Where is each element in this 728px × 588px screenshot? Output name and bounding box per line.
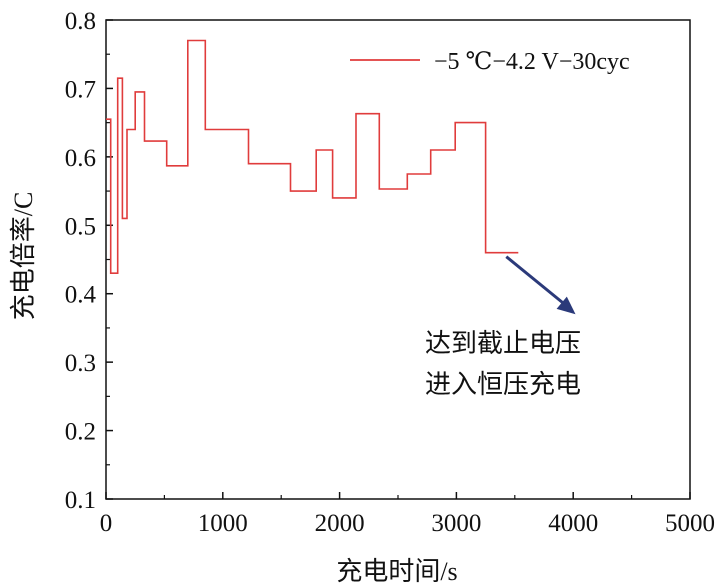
annotation-text: 进入恒压充电 [425,370,581,399]
x-tick-label: 2000 [315,510,365,537]
y-tick-label: 0.6 [65,145,96,172]
annotation-arrow-line [505,255,571,310]
axes: 0 1000 2000 3000 4000 5000 0.1 0.2 0.3 0.4 0.5 0.6 0… [65,8,715,537]
series-layer [106,39,519,274]
y-axis-title: 充电倍率/C [9,192,38,321]
x-tick-label: 4000 [548,510,598,537]
y-tick-label: 0.7 [65,76,96,103]
x-tick-label: 3000 [431,510,481,537]
x-tick-label: 0 [100,510,113,537]
series-line [106,39,519,274]
y-tick-label: 0.1 [65,487,96,514]
legend-label: −5 ℃−4.2 V−30cyc [434,49,630,75]
y-tick-label: 0.4 [65,282,97,309]
x-axis-title: 充电时间/s [336,557,457,586]
x-tick-label: 1000 [198,510,248,537]
annotation-text: 达到截止电压 [425,329,581,358]
y-tick-label: 0.2 [65,419,96,446]
legend: −5 ℃−4.2 V−30cyc [350,49,630,75]
y-tick-label: 0.5 [65,213,96,240]
plot-frame [105,19,691,500]
y-tick-label: 0.3 [65,350,96,377]
y-tick-label: 0.8 [65,8,96,35]
x-tick-label: 5000 [665,510,715,537]
annotation-arrow-head [556,296,576,315]
